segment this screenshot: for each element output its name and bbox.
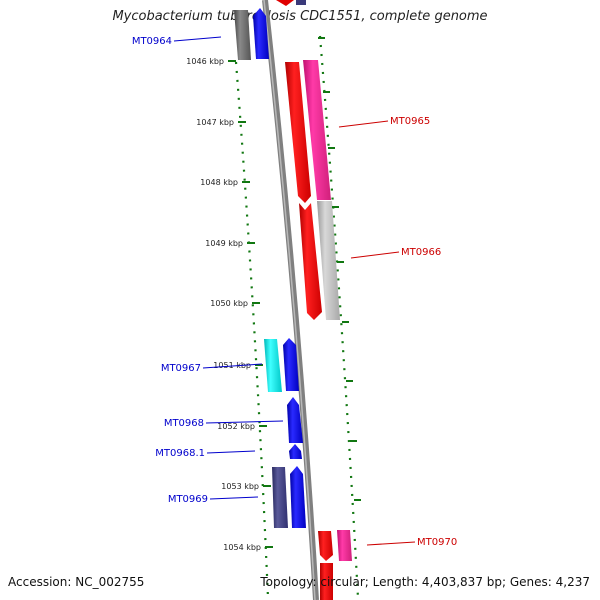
gene-label-line-mt0965 [338,120,389,128]
gene-mt0966 [317,201,340,320]
gene-mt0965-red [285,62,311,203]
gene-mt0965 [303,60,331,200]
topology-label: Topology: circular; Length: 4,403,837 bp… [260,575,590,589]
gene-mt0970 [337,530,352,561]
tick-label: 1048 kbp [200,178,238,187]
gene-label-mt0966[interactable]: MT0966 [401,247,441,258]
gene-mt0967 [283,338,299,391]
gene-label-line-mt0967 [202,363,263,369]
gene-label-mt0968-1[interactable]: MT0968.1 [155,448,205,459]
tick-label: 1046 kbp [186,57,224,66]
genome-backbone [262,0,319,600]
outer-tick-rail [234,61,270,599]
tick-label: 1050 kbp [210,299,248,308]
gene-label-line-mt0968 [205,420,284,424]
gene-top-partial-navy [296,0,306,5]
gene-mt0970-red [318,531,333,561]
tick-label: 1047 kbp [196,118,234,127]
tick-label: 1049 kbp [205,239,243,248]
gene-mt0968-1 [289,444,302,459]
gene-label-mt0970[interactable]: MT0970 [417,537,457,548]
gene-mt0964-grey [234,10,251,60]
gene-label-mt0967[interactable]: MT0967 [161,363,201,374]
kbp-ticks: 1046 kbp 1047 kbp 1048 kbp 1049 kbp 1050 kbp… [186,37,361,552]
gene-label-lines [173,36,416,546]
tick-label: 1054 kbp [223,543,261,552]
tick-label: 1053 kbp [221,482,259,491]
gene-label-mt0968[interactable]: MT0968 [164,418,204,429]
gene-label-line-mt0970 [366,541,416,546]
tick-label: 1051 kbp [213,361,251,370]
gene-label-mt0965[interactable]: MT0965 [390,116,430,127]
gene-mt0967-cyan [264,339,282,392]
gene-label-line-mt0968-1 [206,450,256,454]
gene-label-line-mt0966 [350,251,400,259]
gene-mt0966-red [299,203,322,320]
gene-bottom-partial-red [320,563,333,600]
gene-mt0964 [253,8,269,59]
gene-mt0969-navy [272,467,288,528]
map-title: Mycobacterium tuberculosis CDC1551, comp… [112,9,488,24]
tick-label: 1052 kbp [217,422,255,431]
gene-top-partial-red [276,0,294,6]
gene-label-mt0964[interactable]: MT0964 [132,36,172,47]
gene-label-line-mt0969 [209,496,259,500]
gene-mt0968 [287,397,303,443]
gene-labels: MT0964 MT0965 MT0966 MT0967 MT0968 MT0968.1 MT… [132,36,457,548]
accession-label: Accession: NC_002755 [8,575,145,589]
gene-mt0969 [290,466,306,528]
gene-label-line-mt0964 [173,36,222,42]
gene-label-mt0969[interactable]: MT0969 [168,494,208,505]
